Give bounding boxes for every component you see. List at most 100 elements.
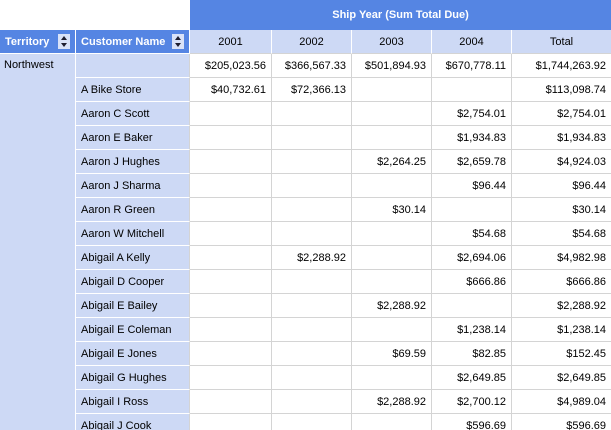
total-value-cell: $666.86 [512, 270, 611, 294]
customer-name-cell: Abigail J Cook [76, 414, 190, 430]
year-value-cell [352, 246, 432, 270]
table-row: Abigail E Jones $69.59 $82.85 $152.45 [0, 342, 611, 366]
year-value-cell [272, 390, 352, 414]
total-value-cell: $2,649.85 [512, 366, 611, 390]
table-row: Abigail J Cook $596.69 $596.69 [0, 414, 611, 430]
year-value-cell [190, 222, 272, 246]
year-value-cell: $2,288.92 [352, 294, 432, 318]
customer-name-cell: Abigail G Hughes [76, 366, 190, 390]
year-value-cell: $72,366.13 [272, 78, 352, 102]
total-value-cell: $596.69 [512, 414, 611, 430]
table-row: Abigail D Cooper $666.86 $666.86 [0, 270, 611, 294]
year-column-header-2002: 2002 [272, 30, 352, 54]
year-value-cell [352, 414, 432, 430]
customer-name-cell: Aaron J Hughes [76, 150, 190, 174]
year-value-cell: $1,238.14 [432, 318, 512, 342]
year-value-cell [272, 174, 352, 198]
total-value-cell: $1,238.14 [512, 318, 611, 342]
customer-name-cell: Abigail E Coleman [76, 318, 190, 342]
year-column-header-2003: 2003 [352, 30, 432, 54]
year-value-cell [272, 198, 352, 222]
total-value-cell: $30.14 [512, 198, 611, 222]
year-value-cell [272, 150, 352, 174]
year-value-cell: $96.44 [432, 174, 512, 198]
year-value-cell: $40,732.61 [190, 78, 272, 102]
year-value-cell [272, 294, 352, 318]
table-body: Northwest $205,023.56 $366,567.33 $501,894.… [0, 54, 611, 430]
customer-name-cell: A Bike Store [76, 78, 190, 102]
total-value-cell: $54.68 [512, 222, 611, 246]
total-value-cell: $152.45 [512, 342, 611, 366]
sort-down-arrow-icon [61, 43, 67, 47]
year-value-cell [190, 366, 272, 390]
table-row: A Bike Store $40,732.61 $72,366.13 $113,098… [0, 78, 611, 102]
table-row: Abigail G Hughes $2,649.85 $2,649.85 [0, 366, 611, 390]
year-value-cell: $54.68 [432, 222, 512, 246]
sort-down-arrow-icon [175, 43, 181, 47]
year-value-cell [272, 318, 352, 342]
year-value-cell [190, 126, 272, 150]
total-value-cell: $4,982.98 [512, 246, 611, 270]
year-value-cell: $2,659.78 [432, 150, 512, 174]
year-value-cell: $2,288.92 [272, 246, 352, 270]
sort-up-arrow-icon [61, 36, 67, 40]
year-value-cell [432, 198, 512, 222]
customer-name-sort-icon[interactable] [172, 34, 184, 49]
table-row: Aaron R Green $30.14 $30.14 [0, 198, 611, 222]
table-row: Abigail I Ross $2,288.92 $2,700.12 $4,989.0… [0, 390, 611, 414]
total-value-cell: $96.44 [512, 174, 611, 198]
table-row: Abigail A Kelly $2,288.92 $2,694.06 $4,982.… [0, 246, 611, 270]
year-value-cell [190, 294, 272, 318]
territory-group-cell: Northwest [0, 54, 76, 430]
year-value-cell [432, 78, 512, 102]
territory-column-header: Territory [0, 30, 76, 54]
year-value-cell [352, 222, 432, 246]
column-header-row: Territory Customer Name [0, 30, 611, 54]
year-value-cell [272, 222, 352, 246]
table-row: Northwest $205,023.56 $366,567.33 $501,894.… [0, 54, 611, 430]
table-row: Aaron J Sharma $96.44 $96.44 [0, 174, 611, 198]
year-value-cell [190, 342, 272, 366]
sort-up-arrow-icon [175, 36, 181, 40]
year-value-cell: $596.69 [432, 414, 512, 430]
year-value-cell [352, 318, 432, 342]
total-value-cell: $113,098.74 [512, 78, 611, 102]
total-value-cell: $1,934.83 [512, 126, 611, 150]
territory-sort-icon[interactable] [58, 34, 70, 49]
year-value-cell: $2,754.01 [432, 102, 512, 126]
table-row: Aaron E Baker $1,934.83 $1,934.83 [0, 126, 611, 150]
column-group-header-row: Ship Year (Sum Total Due) [0, 0, 611, 30]
year-value-cell [190, 318, 272, 342]
year-value-cell [272, 366, 352, 390]
table-row: Aaron W Mitchell $54.68 $54.68 [0, 222, 611, 246]
customer-name-cell: Abigail A Kelly [76, 246, 190, 270]
table-row: Aaron C Scott $2,754.01 $2,754.01 [0, 102, 611, 126]
customer-name-column-header: Customer Name [76, 30, 190, 54]
year-value-cell [190, 414, 272, 430]
customer-name-cell: Abigail E Jones [76, 342, 190, 366]
year-value-cell [432, 294, 512, 318]
year-value-cell [352, 126, 432, 150]
customer-name-column-label: Customer Name [81, 35, 166, 48]
year-value-cell: $2,649.85 [432, 366, 512, 390]
year-value-cell: $670,778.11 [432, 54, 512, 78]
year-value-cell [352, 78, 432, 102]
year-value-cell: $666.86 [432, 270, 512, 294]
year-value-cell: $69.59 [352, 342, 432, 366]
customer-name-cell [76, 54, 190, 78]
customer-name-cell: Abigail I Ross [76, 390, 190, 414]
total-value-cell: $4,989.04 [512, 390, 611, 414]
year-value-cell: $1,934.83 [432, 126, 512, 150]
year-value-cell: $30.14 [352, 198, 432, 222]
year-value-cell [272, 270, 352, 294]
year-value-cell: $2,288.92 [352, 390, 432, 414]
total-value-cell: $1,744,263.92 [512, 54, 611, 78]
year-value-cell [272, 342, 352, 366]
year-value-cell [352, 270, 432, 294]
year-value-cell: $82.85 [432, 342, 512, 366]
table-row: Abigail E Bailey $2,288.92 $2,288.92 [0, 294, 611, 318]
total-value-cell: $2,754.01 [512, 102, 611, 126]
corner-spacer [0, 0, 190, 30]
